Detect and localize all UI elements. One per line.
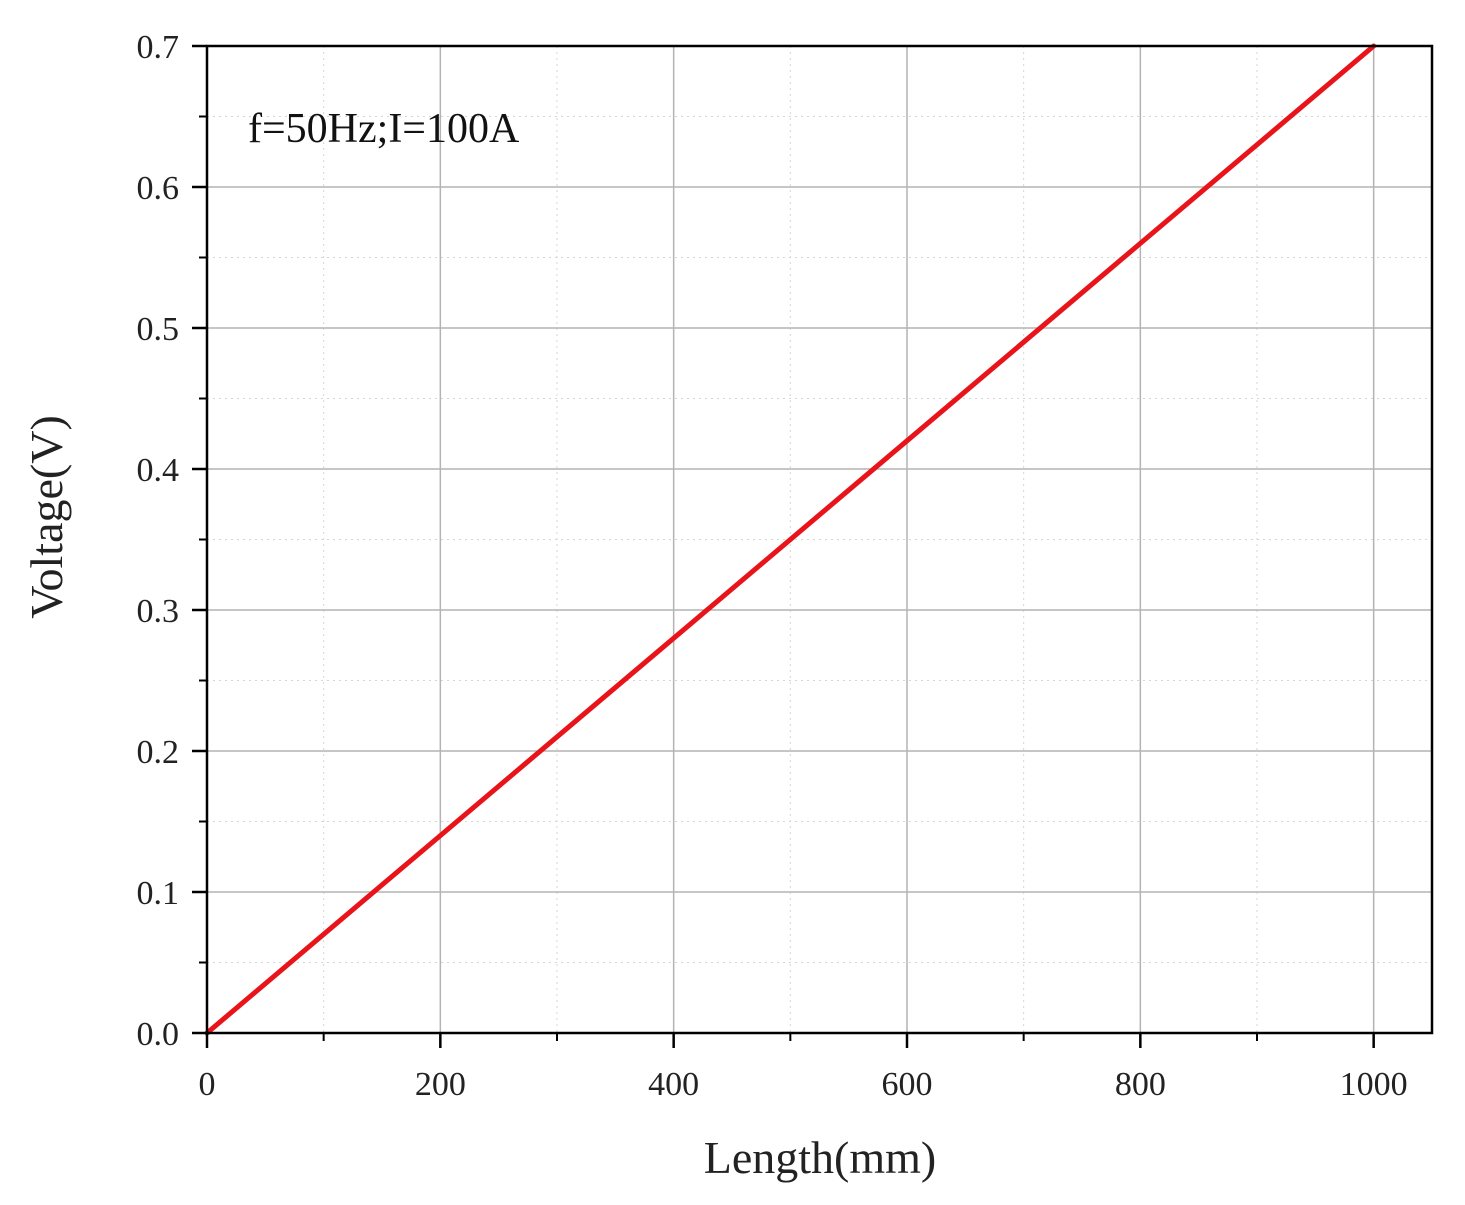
y-tick-label: 0.7 — [137, 29, 180, 66]
y-tick-label: 0.5 — [137, 311, 180, 348]
y-axis-title: Voltage(V) — [21, 415, 72, 619]
major-grid — [207, 46, 1432, 1033]
x-tick-labels: 0 200 400 600 800 1000 — [199, 1066, 1408, 1103]
y-tick-label: 0.4 — [137, 452, 180, 489]
x-axis-title: Length(mm) — [704, 1132, 937, 1183]
minor-grid — [207, 46, 1432, 1033]
y-tick-label: 0.1 — [137, 875, 180, 912]
y-tick-label: 0.2 — [137, 734, 180, 771]
y-tick-label: 0.6 — [137, 170, 180, 207]
x-tick-label: 1000 — [1340, 1066, 1408, 1103]
x-tick-label: 0 — [199, 1066, 216, 1103]
axis-ticks — [192, 44, 1375, 1048]
y-tick-label: 0.0 — [137, 1016, 180, 1053]
x-tick-label: 400 — [648, 1066, 699, 1103]
y-tick-labels: 0.0 0.1 0.2 0.3 0.4 0.5 0.6 0.7 — [137, 29, 180, 1053]
series-line-0 — [204, 43, 1377, 1036]
x-tick-label: 800 — [1115, 1066, 1166, 1103]
x-tick-label: 200 — [415, 1066, 466, 1103]
y-tick-label: 0.3 — [137, 593, 180, 630]
chart-annotation: f=50Hz;I=100A — [248, 106, 520, 152]
x-tick-label: 600 — [882, 1066, 933, 1103]
series-layer — [204, 43, 1377, 1036]
